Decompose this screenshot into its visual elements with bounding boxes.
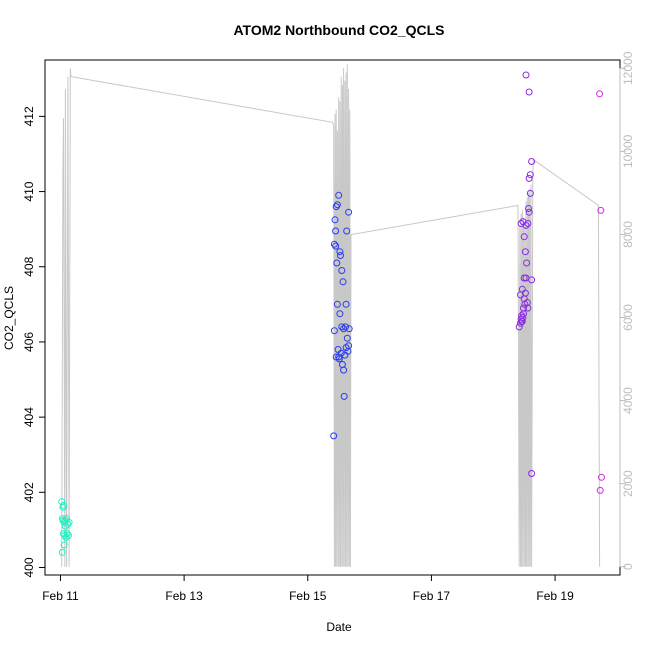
x-tick-label: Feb 13 bbox=[165, 589, 203, 603]
y2-tick-label: 6000 bbox=[621, 304, 635, 331]
altitude-series bbox=[61, 64, 601, 567]
data-point bbox=[523, 259, 531, 267]
data-point bbox=[345, 342, 353, 350]
data-point bbox=[60, 518, 68, 526]
data-point bbox=[525, 205, 532, 212]
y-tick-label: 402 bbox=[22, 482, 36, 502]
data-point bbox=[343, 334, 351, 342]
data-point bbox=[520, 274, 528, 282]
y-axis-label: CO2_QCLS bbox=[2, 286, 16, 350]
data-point bbox=[59, 517, 67, 524]
data-point bbox=[522, 221, 530, 229]
x-tick-label: Feb 17 bbox=[413, 589, 451, 603]
x-tick-label: Feb 19 bbox=[536, 589, 574, 603]
data-point bbox=[336, 310, 344, 318]
data-point bbox=[336, 248, 344, 256]
y-tick-label: 406 bbox=[22, 332, 36, 352]
y2-tick-label: 4000 bbox=[621, 387, 635, 414]
data-point bbox=[518, 317, 526, 325]
y2-tick-label: 2000 bbox=[621, 470, 635, 497]
data-point bbox=[525, 88, 533, 96]
data-point bbox=[528, 276, 536, 284]
data-point bbox=[520, 233, 528, 241]
data-point bbox=[339, 278, 347, 286]
data-point bbox=[330, 432, 338, 440]
data-point bbox=[333, 201, 341, 209]
data-point bbox=[524, 304, 532, 312]
data-point bbox=[335, 353, 343, 361]
y-axis-right: 0 2000 4000 6000 8000 10000 12000 bbox=[619, 51, 635, 570]
data-point bbox=[330, 240, 338, 248]
data-point bbox=[526, 189, 534, 197]
y-tick-label: 412 bbox=[22, 106, 36, 126]
data-point bbox=[332, 242, 340, 250]
data-point bbox=[60, 502, 67, 509]
data-point bbox=[596, 90, 604, 98]
data-point bbox=[528, 158, 536, 165]
data-point bbox=[597, 206, 605, 214]
plot-frame bbox=[44, 59, 621, 576]
data-point bbox=[340, 366, 348, 374]
data-point bbox=[332, 203, 340, 211]
y-tick-label: 408 bbox=[22, 256, 36, 276]
data-point bbox=[521, 248, 529, 256]
data-point bbox=[343, 227, 351, 235]
y2-tick-label: 10000 bbox=[621, 134, 635, 168]
data-point bbox=[331, 216, 339, 224]
altitude-line bbox=[61, 64, 601, 567]
data-point bbox=[333, 259, 341, 267]
data-point bbox=[528, 470, 536, 477]
data-point bbox=[519, 314, 527, 321]
data-point bbox=[61, 522, 69, 530]
data-point bbox=[517, 319, 524, 327]
data-point bbox=[525, 174, 533, 182]
data-point bbox=[58, 548, 66, 556]
data-point bbox=[517, 291, 524, 299]
data-point bbox=[345, 208, 353, 216]
data-point bbox=[345, 325, 353, 333]
y-tick-label: 400 bbox=[22, 557, 36, 577]
x-axis-label: Date bbox=[326, 620, 352, 634]
y-tick-label: 404 bbox=[22, 407, 36, 427]
data-point bbox=[515, 323, 523, 331]
x-axis: Feb 11 Feb 13 Feb 15 Feb 17 Feb 19 bbox=[42, 574, 574, 603]
data-point bbox=[63, 530, 71, 538]
data-point bbox=[524, 220, 532, 227]
data-point bbox=[332, 227, 340, 235]
data-point bbox=[65, 518, 73, 526]
data-point bbox=[342, 323, 349, 331]
data-point bbox=[338, 323, 346, 331]
y2-tick-label: 12000 bbox=[621, 51, 635, 85]
data-point bbox=[337, 252, 344, 259]
y2-tick-label: 0 bbox=[621, 563, 635, 570]
data-point bbox=[338, 267, 346, 274]
y-tick-label: 410 bbox=[22, 181, 36, 201]
data-point bbox=[342, 300, 350, 308]
x-tick-label: Feb 15 bbox=[289, 589, 327, 603]
data-point bbox=[65, 532, 72, 539]
y2-tick-label: 8000 bbox=[621, 221, 635, 248]
chart-title: ATOM2 Northbound CO2_QCLS bbox=[233, 22, 444, 38]
x-tick-label: Feb 11 bbox=[42, 589, 79, 603]
data-point bbox=[598, 473, 605, 481]
data-point bbox=[525, 208, 533, 216]
data-point bbox=[596, 486, 604, 494]
data-point bbox=[60, 541, 68, 549]
data-point bbox=[340, 392, 348, 400]
y-axis-left: 400 402 404 406 408 410 412 bbox=[22, 106, 46, 577]
data-point bbox=[335, 191, 343, 199]
data-point bbox=[333, 300, 341, 308]
co2-points bbox=[58, 71, 605, 556]
data-point bbox=[520, 310, 527, 318]
data-point bbox=[526, 171, 534, 179]
data-point bbox=[330, 327, 338, 335]
data-point bbox=[522, 71, 530, 79]
